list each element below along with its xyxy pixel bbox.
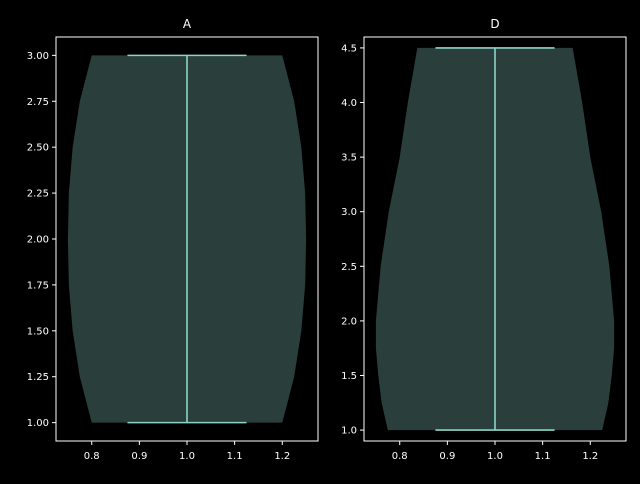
violin-panel-1: 0.8 0.9 1.0 1.1 1.2 1.0 1.5 2.0 2.5 3.0 3.5 4.0 4.5 D bbox=[341, 17, 627, 462]
y-tick-label: 3.0 bbox=[341, 207, 357, 218]
x-tick-label: 0.9 bbox=[131, 451, 147, 462]
x-tick-label: 0.8 bbox=[84, 451, 100, 462]
x-tick-label: 1.1 bbox=[227, 451, 243, 462]
y-tick-label: 1.75 bbox=[27, 280, 49, 291]
x-tick-label: 1.0 bbox=[487, 451, 503, 462]
y-tick-label: 1.25 bbox=[27, 372, 49, 383]
y-tick-label: 3.5 bbox=[341, 153, 357, 164]
y-tick-label: 1.50 bbox=[27, 326, 49, 337]
x-tick-label: 0.9 bbox=[439, 451, 455, 462]
y-tick-label: 2.5 bbox=[341, 262, 357, 273]
x-tick-label: 1.1 bbox=[535, 451, 551, 462]
y-tick-label: 2.00 bbox=[27, 235, 49, 246]
x-tick-label: 1.0 bbox=[179, 451, 195, 462]
panel-title: D bbox=[490, 17, 499, 31]
y-tick-label: 4.0 bbox=[341, 98, 357, 109]
x-tick-label: 1.2 bbox=[274, 451, 290, 462]
x-tick-label: 0.8 bbox=[392, 451, 408, 462]
x-tick-label: 1.2 bbox=[582, 451, 598, 462]
y-tick-label: 4.5 bbox=[341, 43, 357, 54]
y-tick-label: 1.5 bbox=[341, 371, 357, 382]
y-tick-label: 2.50 bbox=[27, 143, 49, 154]
violin-panel-0: 0.8 0.9 1.0 1.1 1.2 1.00 1.25 1.50 1.75 2.00 2.25 2… bbox=[27, 17, 319, 462]
panel-title: A bbox=[183, 17, 192, 31]
y-tick-label: 3.00 bbox=[27, 51, 49, 62]
y-tick-label: 1.0 bbox=[341, 426, 357, 437]
y-tick-label: 2.75 bbox=[27, 97, 49, 108]
y-tick-label: 2.0 bbox=[341, 316, 357, 327]
y-tick-label: 1.00 bbox=[27, 418, 49, 429]
y-tick-label: 2.25 bbox=[27, 189, 49, 200]
